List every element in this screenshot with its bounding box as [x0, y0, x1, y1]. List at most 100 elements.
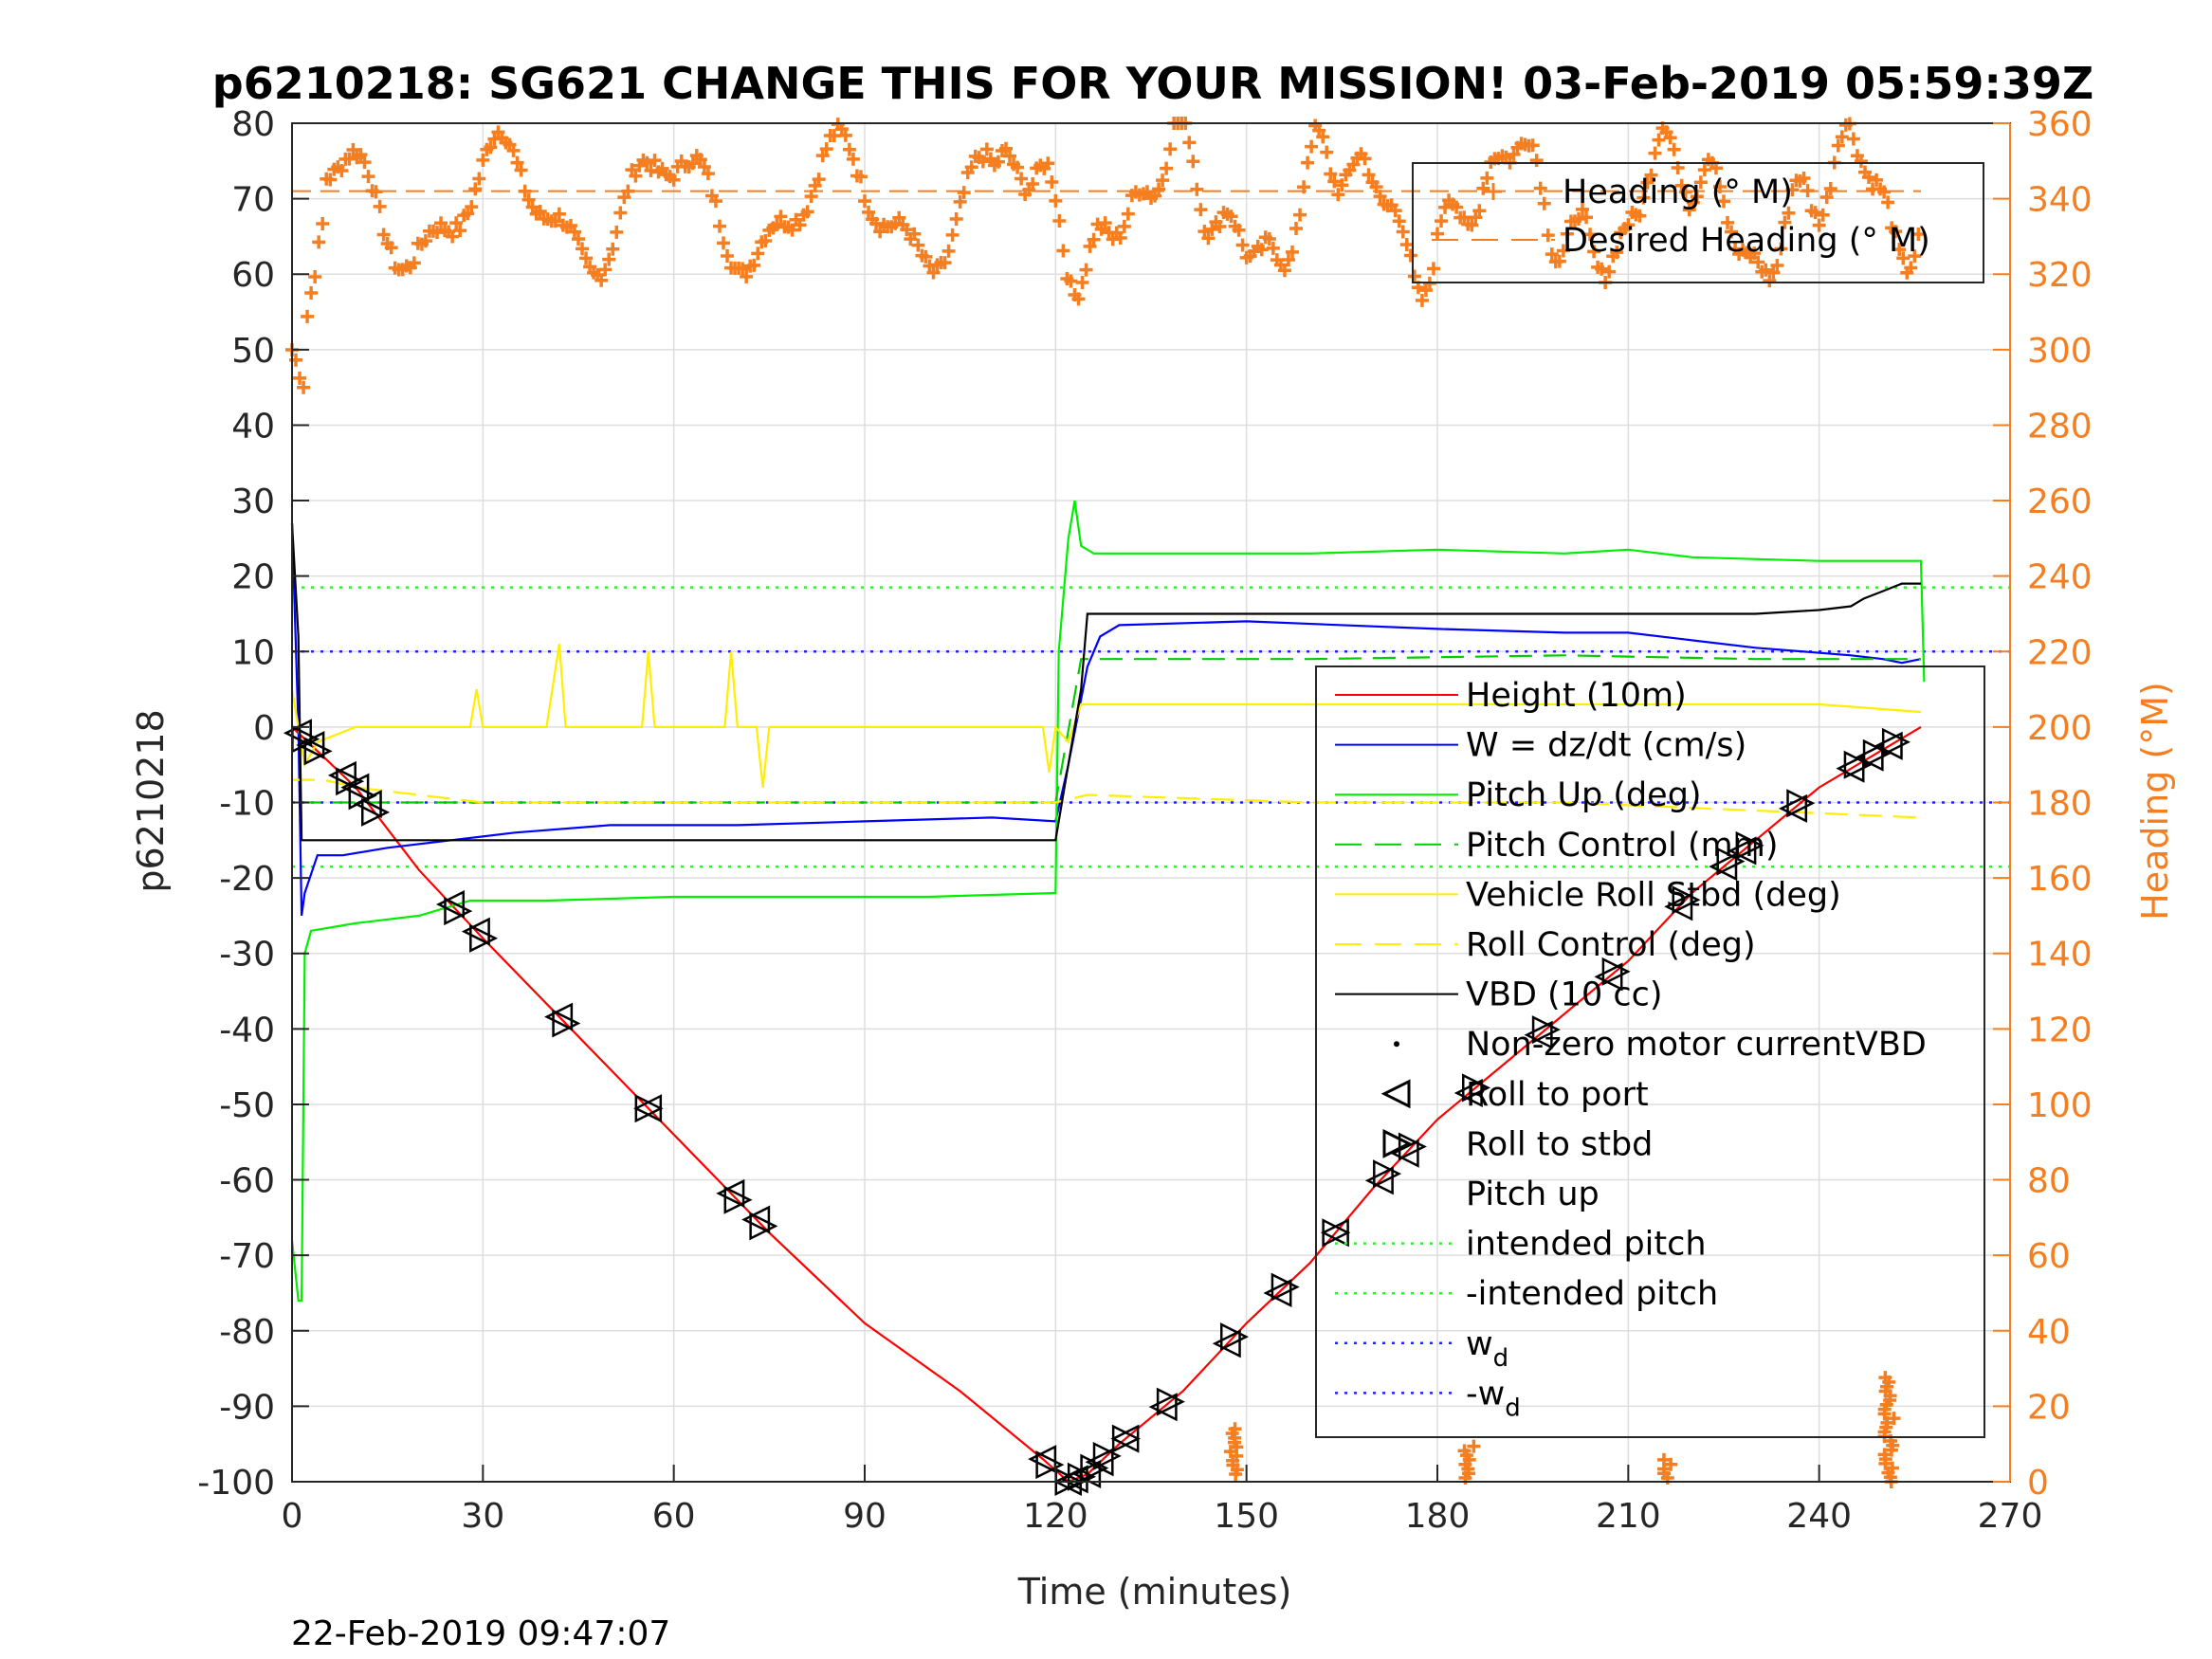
roll-to-stbd-marker: [1881, 727, 1910, 757]
heading-legend: Heading (° M) Desired Heading (° M): [1412, 162, 1984, 283]
heading-point: [1388, 204, 1402, 218]
chart-title: p6210218: SG621 CHANGE THIS FOR YOUR MIS…: [212, 58, 2093, 109]
heading-point: [1476, 181, 1490, 195]
heading-point: [862, 205, 876, 219]
roll-to-stbd-marker: [1156, 1387, 1185, 1416]
heading-point: [472, 172, 486, 186]
roll-to-stbd-marker: [1271, 1272, 1300, 1302]
heading-point: [1403, 248, 1417, 263]
right-y-tick-label: 300: [2027, 332, 2093, 371]
legend-label: Desired Heading (° M): [1563, 222, 1930, 260]
heading-point: [853, 170, 868, 184]
heading-point: [1887, 1412, 1901, 1426]
heading-point: [1896, 251, 1910, 265]
roll-to-stbd-marker: [1531, 1015, 1561, 1045]
heading-point: [804, 190, 818, 204]
heading-point: [1812, 218, 1826, 232]
heading-point: [1797, 172, 1811, 186]
heading-point: [1293, 208, 1307, 222]
roll-to-stbd-marker: [360, 797, 391, 827]
heading-point: [721, 248, 735, 263]
heading-point: [1358, 152, 1372, 166]
y-tick-label: -100: [197, 1464, 275, 1503]
heading-point: [1331, 188, 1345, 202]
heading-point: [1880, 1415, 1894, 1430]
heading-point: [407, 256, 421, 270]
x-tick-label: 90: [843, 1497, 887, 1536]
y-tick-label: -60: [219, 1162, 275, 1201]
roll-to-port-marker: [1594, 962, 1623, 992]
heading-point: [1071, 292, 1086, 306]
heading-point: [567, 225, 581, 239]
main-legend: Height (10m) W = dz/dt (cm/s) Pitch Up (de…: [1315, 665, 1985, 1438]
heading-point: [525, 200, 539, 214]
heading-point: [1545, 247, 1559, 262]
roll-to-stbd-marker: [634, 1094, 664, 1123]
roll-to-stbd-marker: [303, 737, 333, 766]
roll-to-stbd-marker: [1843, 750, 1873, 779]
heading-point: [1878, 1371, 1892, 1385]
legend-label: Non-zero motor currentVBD: [1466, 1026, 1927, 1064]
heading-point: [1087, 232, 1101, 246]
heading-point: [740, 269, 754, 283]
roll-to-port-marker: [716, 1178, 745, 1208]
heading-point: [1450, 200, 1464, 214]
heading-point: [1541, 228, 1555, 243]
series-line: [290, 500, 1926, 1302]
series-line: [291, 725, 1922, 1484]
legend-swatch: [1394, 1041, 1399, 1048]
y-tick-label: -30: [219, 936, 275, 975]
heading-point: [1277, 264, 1291, 278]
heading-point: [979, 142, 994, 156]
roll-to-stbd-marker: [1398, 1132, 1427, 1161]
heading-point: [1415, 293, 1429, 307]
heading-point: [1083, 239, 1097, 253]
right-y-tick-label: 240: [2027, 558, 2093, 597]
heading-point: [579, 251, 594, 265]
y-tick-label: 60: [231, 256, 275, 295]
heading-point: [1877, 185, 1892, 199]
heading-point: [1881, 195, 1895, 210]
heading-point: [369, 185, 383, 199]
heading-point: [621, 184, 635, 198]
heading-point: [1320, 145, 1334, 159]
heading-point: [907, 227, 922, 241]
heading-point: [1870, 173, 1884, 187]
legend-label: Height (10m): [1466, 677, 1687, 715]
heading-point: [964, 160, 978, 174]
heading-point: [941, 244, 956, 258]
heading-point: [1289, 222, 1304, 236]
heading-point: [484, 140, 498, 155]
legend-label: Roll to stbd: [1466, 1125, 1653, 1163]
y-axis-ticks: -100-90-80-70-60-50-40-30-20-10010203040…: [197, 105, 309, 1503]
heading-point: [846, 152, 860, 166]
heading-point: [1770, 259, 1784, 273]
heading-point: [1877, 1448, 1892, 1462]
heading-point: [533, 205, 547, 219]
heading-point: [1808, 206, 1822, 220]
heading-point: [1889, 225, 1903, 239]
roll-to-port-marker: [1779, 793, 1808, 823]
right-y-tick-label: 0: [2027, 1464, 2049, 1503]
legend-swatch: [1485, 183, 1502, 200]
heading-point: [1266, 241, 1280, 255]
y-tick-label: -20: [219, 860, 275, 899]
series-line: [292, 778, 1922, 819]
heading-point: [1663, 131, 1677, 145]
heading-point: [1301, 155, 1315, 170]
heading-point: [892, 210, 906, 225]
heading-point: [1011, 160, 1025, 174]
heading-point: [1160, 161, 1174, 175]
heading-point: [1467, 1439, 1481, 1453]
heading-point: [957, 186, 971, 200]
heading-point: [1056, 244, 1070, 258]
heading-point: [1098, 216, 1112, 230]
heading-point: [518, 184, 532, 198]
heading-point: [1480, 171, 1494, 185]
right-y-tick-label: 360: [2027, 105, 2093, 144]
heading-point: [736, 262, 750, 276]
heading-point: [900, 223, 914, 237]
heading-legend-box: [1412, 162, 1984, 283]
roll-to-port-marker: [1085, 1448, 1114, 1477]
roll-to-port-marker: [1453, 1078, 1483, 1108]
